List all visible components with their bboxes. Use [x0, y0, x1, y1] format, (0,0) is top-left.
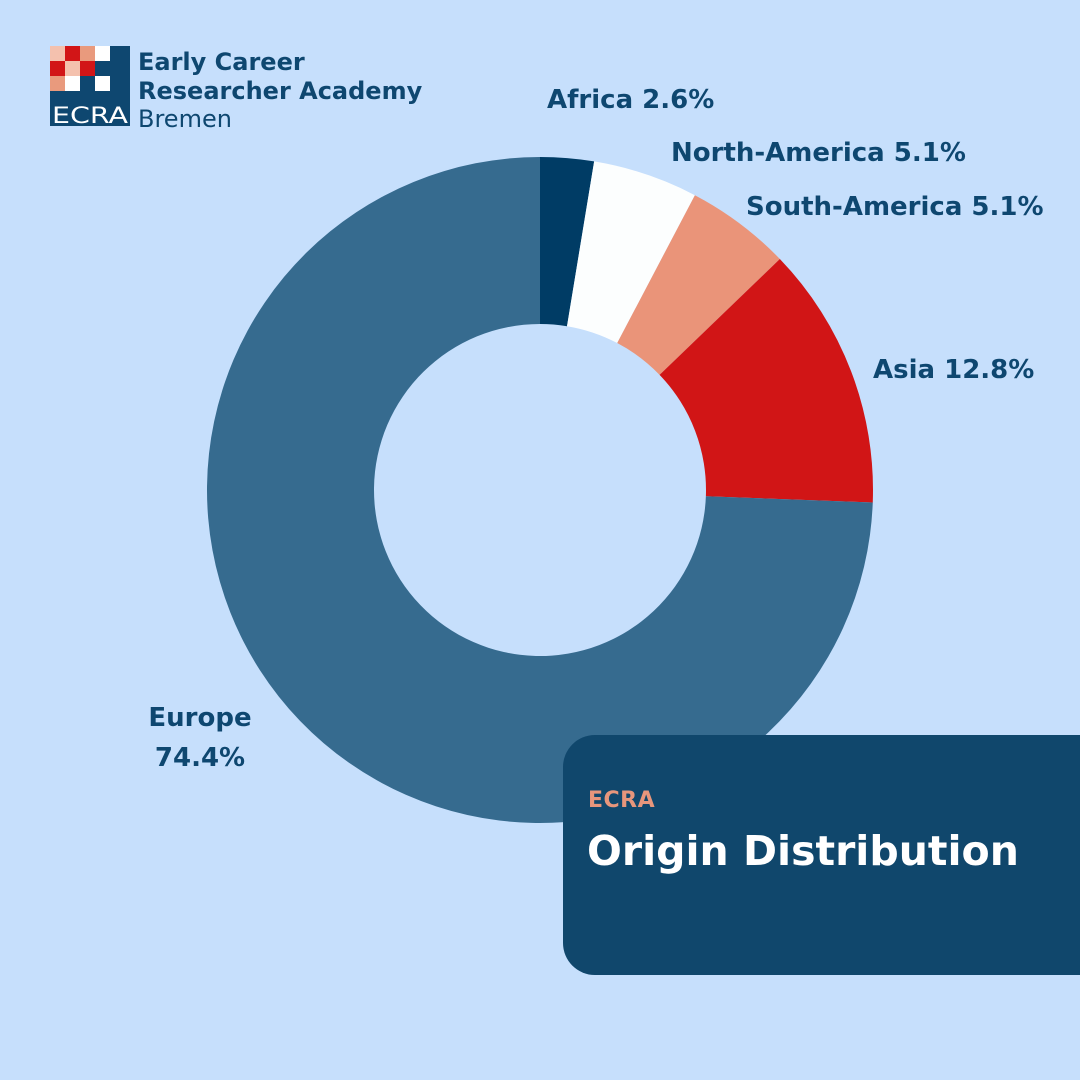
logo-tile-2	[65, 46, 80, 61]
label-europe-value: 74.4%	[154, 743, 246, 773]
slice-north-america	[566, 161, 695, 344]
logo-wordmark: Early Career Researcher Academy Bremen	[138, 48, 422, 132]
card-kicker: ECRA	[588, 788, 656, 813]
label-africa: Africa 2.6%	[547, 85, 715, 115]
ecra-logo-mark: ECRA	[50, 46, 130, 126]
ecra-logo: ECRA Early Career Researcher Academy Bre…	[50, 46, 422, 132]
logo-line-2: Researcher Academy	[138, 77, 423, 105]
title-card: ECRA Origin Distribution	[563, 735, 1080, 975]
logo-tile-9	[65, 76, 80, 91]
slice-africa	[540, 157, 595, 327]
donut-slices	[206, 157, 873, 823]
label-europe: Europe 74.4%	[140, 698, 260, 778]
logo-tile-5	[50, 61, 65, 76]
label-south-america: South-America 5.1%	[746, 192, 1044, 222]
logo-tile-10	[95, 76, 110, 91]
label-europe-name: Europe	[148, 703, 252, 733]
logo-tile-3	[80, 46, 95, 61]
card-title: Origin Distribution	[587, 827, 1019, 875]
label-asia: Asia 12.8%	[873, 355, 1035, 385]
slice-asia	[659, 259, 873, 503]
logo-tile-6	[65, 61, 80, 76]
slice-south-america	[617, 195, 780, 375]
logo-tile-4	[95, 46, 110, 61]
label-north-america: North-America 5.1%	[671, 138, 966, 168]
logo-tile-7	[80, 61, 95, 76]
logo-abbrev: ECRA	[52, 104, 128, 126]
logo-line-3: Bremen	[138, 105, 232, 133]
logo-line-1: Early Career	[138, 48, 305, 76]
logo-tile-1	[50, 46, 65, 61]
logo-tile-8	[50, 76, 65, 91]
slice-europe	[206, 157, 873, 823]
